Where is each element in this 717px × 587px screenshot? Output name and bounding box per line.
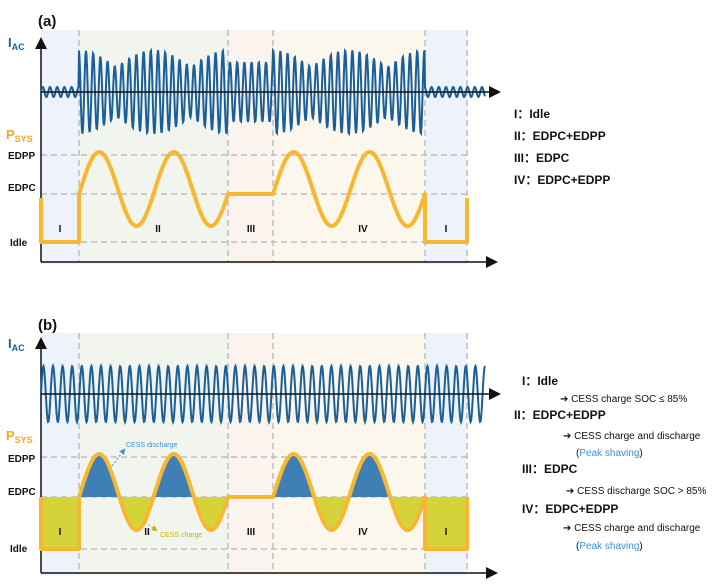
legend-b-2-note: ➔ CESS charge and discharge <box>563 431 701 442</box>
phase-bg-a-1 <box>41 30 79 264</box>
panel-b: CESS discharge CESS charge (b) IAC PSYS … <box>6 317 706 579</box>
level-label-a-edpc: EDPC <box>8 183 36 194</box>
legend-a-2: II：EDPC+EDPP <box>514 129 606 143</box>
iac-waveform-a <box>40 47 486 137</box>
panel-a: (a) IAC PSYS EDPP EDPC Idle I II III IV … <box>6 13 610 268</box>
legend-a-1: I：Idle <box>514 107 550 121</box>
panel-label-a: (a) <box>38 13 56 30</box>
phase-label-a-2: II <box>155 224 161 235</box>
panel-label-b: (b) <box>38 317 57 334</box>
legend-b-4-title: IV：EDPC+EDPP <box>522 502 618 516</box>
phase-label-b-5: I <box>445 527 448 538</box>
phase-label-a-3: III <box>247 224 256 235</box>
level-label-b-edpc: EDPC <box>8 487 36 498</box>
legend-b-1-title: I：Idle <box>522 374 558 388</box>
level-label-a-idle: Idle <box>10 238 28 249</box>
phase-label-a-1: I <box>59 224 62 235</box>
discharge-arrow <box>111 448 126 467</box>
iac-title-a: IAC <box>8 35 25 52</box>
legend-a-3: III：EDPC <box>514 151 570 165</box>
phase-bg-b-2 <box>79 333 228 575</box>
level-label-a-edpp: EDPP <box>8 151 36 162</box>
legend-a-4: IV：EDPC+EDPP <box>514 173 610 187</box>
legend-b-2-title: II：EDPC+EDPP <box>514 408 606 422</box>
iac-waveform-b <box>40 362 486 426</box>
legend-b-4-extra: (Peak shaving) <box>576 541 643 552</box>
phase-label-b-2: II <box>144 527 150 538</box>
psys-curve-b <box>39 452 469 551</box>
level-label-b-edpp: EDPP <box>8 454 36 465</box>
psys-title-a: PSYS <box>6 127 33 144</box>
iac-title-b: IAC <box>8 336 25 353</box>
legend-b-2-extra: (Peak shaving) <box>576 448 643 459</box>
psys-title-b: PSYS <box>6 428 33 445</box>
legend-b-3-title: III：EDPC <box>522 462 578 476</box>
discharge-label: CESS discharge <box>126 442 177 449</box>
psys-curve-a <box>39 150 469 244</box>
phase-bg-a-4 <box>273 30 425 264</box>
legend-b-4-note: ➔ CESS charge and discharge <box>563 523 701 534</box>
phase-label-b-1: I <box>59 527 62 538</box>
legend-b-1-note: ➔ CESS charge SOC ≤ 85% <box>560 394 687 405</box>
phase-label-a-5: I <box>445 224 448 235</box>
level-label-b-idle: Idle <box>10 544 28 555</box>
phase-bg-a-2 <box>79 30 228 264</box>
charge-label: CESS charge <box>160 532 203 539</box>
phase-label-b-3: III <box>247 527 256 538</box>
legend-b-3-note: ➔ CESS discharge SOC > 85% <box>566 486 706 497</box>
phase-label-a-4: IV <box>358 224 368 235</box>
phase-bg-a-5 <box>425 30 467 264</box>
phase-label-b-4: IV <box>358 527 368 538</box>
